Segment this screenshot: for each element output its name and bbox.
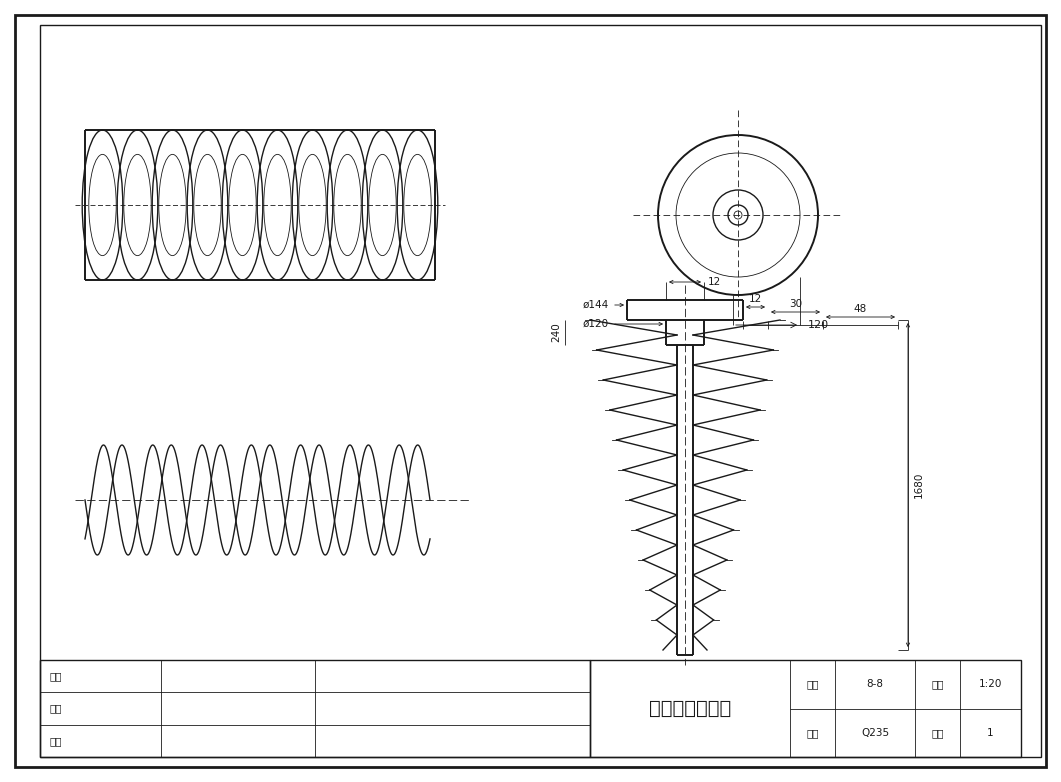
Bar bbox=[590, 660, 1021, 757]
Bar bbox=[40, 660, 590, 757]
Text: 1680: 1680 bbox=[914, 472, 924, 498]
Text: 12: 12 bbox=[749, 294, 762, 304]
Text: 数量: 数量 bbox=[932, 728, 943, 737]
Text: 双螺旋搅拌机构: 双螺旋搅拌机构 bbox=[649, 699, 731, 718]
Text: 1:20: 1:20 bbox=[979, 680, 1003, 689]
Text: 120: 120 bbox=[808, 320, 829, 330]
Text: 审核: 审核 bbox=[50, 704, 63, 713]
Text: 12: 12 bbox=[708, 277, 721, 287]
Text: 图号: 图号 bbox=[806, 680, 819, 689]
Text: Q235: Q235 bbox=[860, 728, 889, 737]
Text: 日期: 日期 bbox=[50, 736, 63, 746]
Text: ø120: ø120 bbox=[582, 319, 609, 329]
Text: 240: 240 bbox=[551, 322, 561, 342]
Text: 1: 1 bbox=[987, 728, 994, 737]
Text: 材料: 材料 bbox=[806, 728, 819, 737]
Text: 8-8: 8-8 bbox=[867, 680, 884, 689]
Text: 设计: 设计 bbox=[50, 671, 63, 681]
Text: 30: 30 bbox=[789, 299, 802, 309]
Text: 比例: 比例 bbox=[932, 680, 943, 689]
Text: ø144: ø144 bbox=[582, 300, 609, 310]
Text: 48: 48 bbox=[854, 304, 867, 314]
